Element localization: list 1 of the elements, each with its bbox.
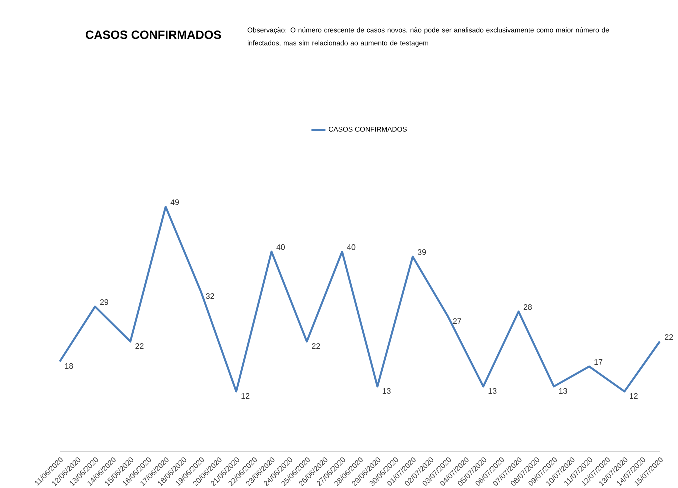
- chart-title: CASOS CONFIRMADOS: [86, 30, 222, 40]
